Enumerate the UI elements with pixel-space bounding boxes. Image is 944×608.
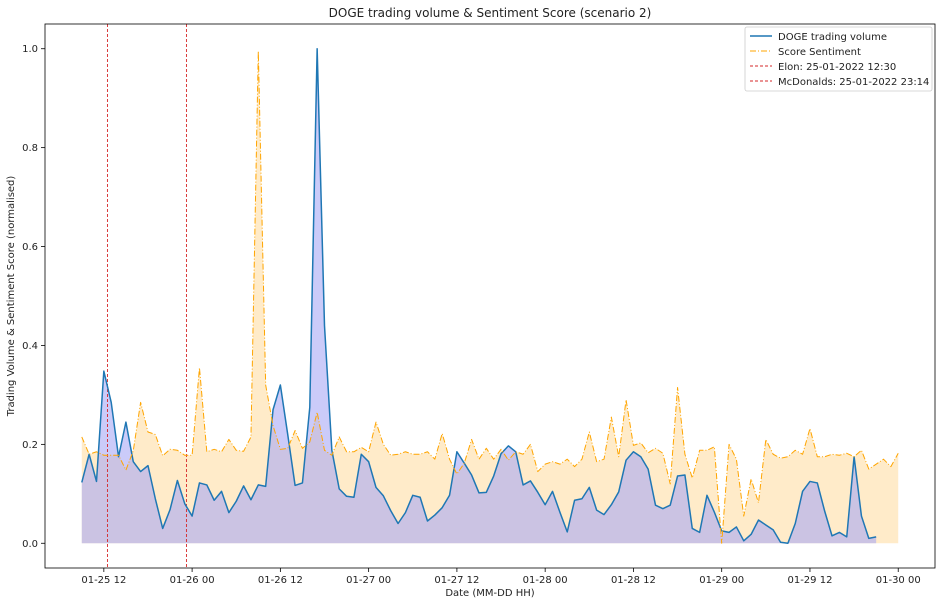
legend-label-volume: DOGE trading volume	[778, 32, 887, 43]
y-axis: 0.0 0.2 0.4 0.6 0.8 1.0	[22, 44, 45, 550]
x-tick-label: 01-26 00	[170, 575, 215, 586]
x-tick-label: 01-25 12	[81, 575, 126, 586]
legend: DOGE trading volume Score Sentiment Elon…	[744, 26, 933, 92]
y-tick-label: 0.6	[22, 242, 38, 253]
legend-label-elon: Elon: 25-01-2022 12:30	[778, 62, 896, 73]
volume-line	[81, 47, 877, 545]
y-tick-label: 1.0	[22, 44, 38, 55]
x-tick-label: 01-30 00	[876, 575, 921, 586]
x-tick-label: 01-27 00	[346, 575, 391, 586]
x-axis-label: Date (MM-DD HH)	[445, 588, 534, 599]
x-tick-label: 01-26 12	[258, 575, 303, 586]
plot-frame	[44, 23, 936, 569]
y-tick-label: 0.8	[22, 143, 38, 154]
y-tick-label: 0.2	[22, 440, 38, 451]
y-tick-label: 0.4	[22, 341, 38, 352]
chart-title: DOGE trading volume & Sentiment Score (s…	[329, 6, 652, 20]
x-tick-label: 01-29 12	[787, 575, 832, 586]
y-axis-label: Trading Volume & Sentiment Score (normal…	[6, 176, 17, 418]
legend-box	[744, 26, 933, 92]
x-tick-label: 01-28 00	[523, 575, 568, 586]
legend-label-sentiment: Score Sentiment	[778, 47, 861, 58]
x-tick-label: 01-29 00	[699, 575, 744, 586]
sentiment-line	[81, 50, 899, 544]
volume-area-fill	[81, 48, 877, 544]
legend-label-mcdonalds: McDonalds: 25-01-2022 23:14	[778, 77, 929, 88]
x-tick-label: 01-27 12	[434, 575, 479, 586]
sentiment-area-fill	[81, 51, 899, 544]
event-lines	[107, 24, 187, 568]
x-tick-label: 01-28 12	[611, 575, 656, 586]
series-lines	[81, 47, 899, 545]
plot-area	[81, 24, 899, 568]
x-axis: 01-25 12 01-26 00 01-26 12 01-27 00 01-27 12…	[81, 568, 921, 586]
series-fills	[81, 48, 899, 544]
y-tick-label: 0.0	[22, 539, 38, 550]
